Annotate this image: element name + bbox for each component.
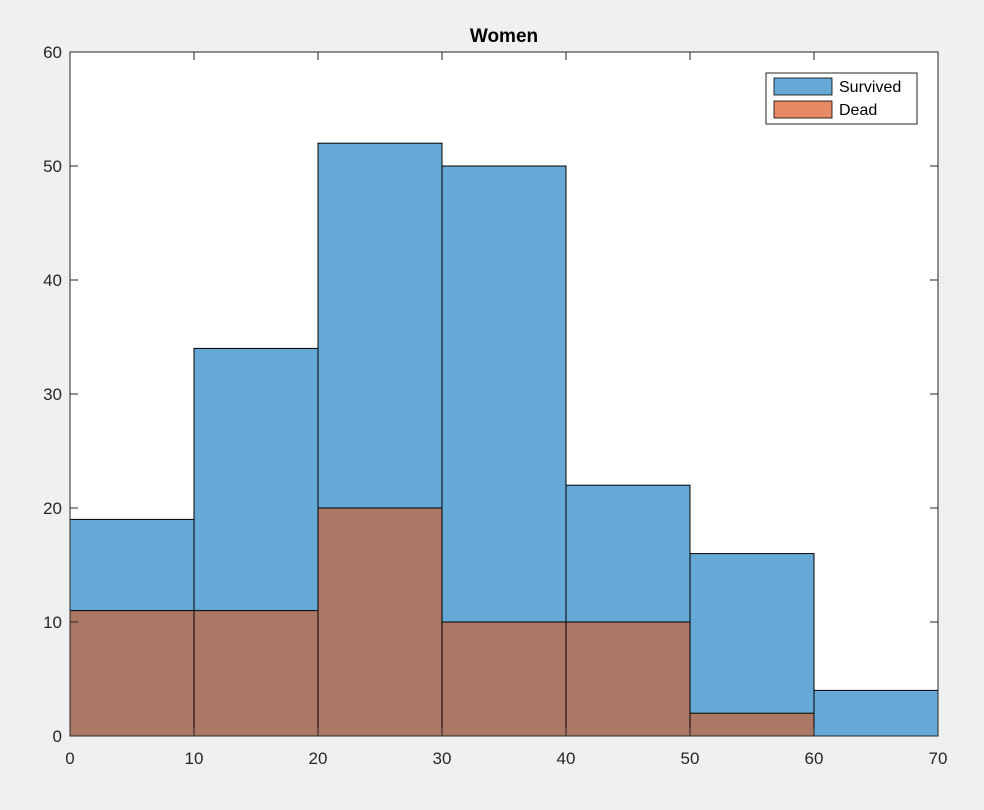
bar-overlap-2 bbox=[318, 508, 442, 736]
y-tick-label-1: 10 bbox=[43, 613, 62, 632]
y-tick-label-0: 0 bbox=[53, 727, 62, 746]
y-tick-label-2: 20 bbox=[43, 499, 62, 518]
bar-overlap-4 bbox=[566, 622, 690, 736]
bar-survived-4 bbox=[566, 485, 690, 622]
legend: Survived Dead bbox=[765, 72, 918, 125]
bar-survived-3 bbox=[442, 166, 566, 622]
bar-survived-1 bbox=[194, 348, 318, 611]
x-tick-label-2: 20 bbox=[309, 749, 328, 768]
bars-layer bbox=[69, 142, 939, 737]
y-tick-label-4: 40 bbox=[43, 271, 62, 290]
y-tick-label-5: 50 bbox=[43, 157, 62, 176]
legend-label-survived: Survived bbox=[839, 79, 901, 96]
y-tick-label-6: 60 bbox=[43, 43, 62, 62]
bar-overlap-5 bbox=[690, 713, 814, 736]
bar-survived-2 bbox=[318, 143, 442, 508]
y-tick-label-3: 30 bbox=[43, 385, 62, 404]
ticks-layer: 0 10 20 30 40 50 60 70 0 10 20 30 40 50 60 bbox=[43, 43, 947, 768]
bar-survived-5 bbox=[690, 553, 814, 714]
bar-survived-6 bbox=[814, 690, 938, 736]
x-tick-label-3: 30 bbox=[433, 749, 452, 768]
legend-label-dead: Dead bbox=[839, 102, 877, 119]
x-tick-label-5: 50 bbox=[681, 749, 700, 768]
x-tick-label-4: 40 bbox=[557, 749, 576, 768]
legend-swatch-survived bbox=[773, 77, 833, 96]
bar-overlap-3 bbox=[442, 622, 566, 736]
x-tick-label-1: 10 bbox=[185, 749, 204, 768]
bar-overlap-1 bbox=[194, 610, 318, 736]
x-tick-label-7: 70 bbox=[929, 749, 948, 768]
legend-swatch-dead bbox=[773, 100, 833, 119]
x-tick-label-6: 60 bbox=[805, 749, 824, 768]
chart-title: Women bbox=[470, 26, 538, 47]
bar-overlap-0 bbox=[70, 610, 194, 736]
x-tick-label-0: 0 bbox=[65, 749, 74, 768]
bar-survived-0 bbox=[70, 519, 194, 611]
